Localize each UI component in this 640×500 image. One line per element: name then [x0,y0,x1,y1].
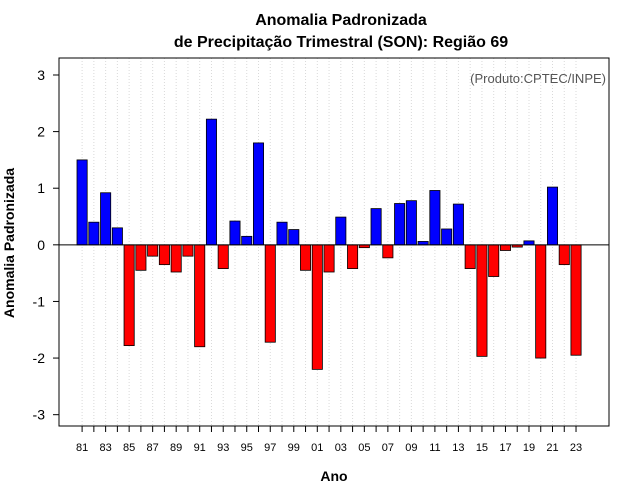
bar-22 [558,244,570,266]
bar-17 [499,244,511,251]
x-tick-label: 05 [358,442,370,454]
x-tick-label: 21 [546,442,558,454]
x-tick-label: 23 [570,442,582,454]
bar-21 [547,186,559,246]
bar-12 [441,228,453,246]
x-tick-label: 85 [123,442,135,454]
bar-01 [311,244,323,370]
bar-04 [347,244,359,270]
bar-19 [523,240,535,246]
y-tick-label: 3 [37,67,45,83]
bar-02 [323,244,335,273]
bar-84 [111,227,123,246]
x-tick-label: 15 [476,442,488,454]
y-tick-label: -2 [33,350,46,366]
x-tick-label: 99 [288,442,300,454]
bar-88 [158,244,170,266]
x-tick-label: 11 [429,442,440,454]
x-tick-label: 81 [76,442,88,454]
x-tick-label: 19 [523,442,535,454]
bar-13 [452,203,464,246]
bar-23 [570,244,582,356]
bar-03 [335,216,347,246]
bar-14 [464,244,476,270]
bar-85 [123,244,135,347]
x-tick-label: 07 [382,442,394,454]
bar-06 [370,208,382,246]
y-tick-label: -1 [33,293,46,309]
bar-00 [300,244,312,271]
y-tick-label: 1 [37,180,45,196]
bar-86 [135,244,147,271]
bar-10 [417,241,429,246]
bar-20 [535,244,547,359]
chart-subtitle: de Precipitação Trimestral (SON): Região… [174,34,508,51]
x-tick-label: 91 [194,442,206,454]
bar-82 [88,221,100,246]
bar-15 [476,244,488,357]
x-tick-label: 83 [99,442,111,454]
grid-lines [81,58,577,426]
y-axis-label: Anomalia Padronizada [1,168,17,318]
x-tick-label: 01 [311,442,323,454]
bar-81 [76,159,88,246]
y-tick-label: 0 [37,237,45,253]
x-tick-label: 89 [170,442,182,454]
bar-97 [264,244,276,343]
bar-89 [170,244,182,273]
x-tick-label: 03 [335,442,347,454]
x-tick-label: 09 [405,442,417,454]
bar-87 [147,244,159,257]
bar-09 [405,200,417,246]
y-tick-label: -3 [33,407,46,423]
x-axis-label: Ano [320,468,347,484]
y-axis: -3 -2 -1 0 1 2 3 [33,67,59,423]
y-tick-label: 2 [37,124,45,140]
bar-92 [205,118,217,246]
plot-frame [58,57,610,427]
bar-83 [100,192,112,246]
bar-96 [252,142,264,246]
bar-99 [288,229,300,246]
bar-90 [182,244,194,257]
bar-98 [276,221,288,246]
bar-91 [194,244,206,348]
x-tick-label: 13 [452,442,464,454]
x-tick-label: 93 [217,442,229,454]
bars [76,118,582,370]
x-axis: 81 83 85 87 89 91 93 95 97 99 01 03 05 07 09 11 13 15 17 19… [76,426,582,454]
bar-16 [488,244,500,277]
x-tick-label: 87 [147,442,159,454]
bar-94 [229,220,241,246]
bar-93 [217,244,229,270]
bar-11 [429,190,441,246]
x-tick-label: 17 [499,442,511,454]
bar-95 [241,235,253,246]
bar-08 [394,203,406,246]
chart-title: Anomalia Padronizada [255,12,427,29]
x-tick-label: 95 [241,442,253,454]
x-tick-label: 97 [264,442,276,454]
bar-07 [382,244,394,259]
credit-label: (Produto:CPTEC/INPE) [470,71,606,86]
